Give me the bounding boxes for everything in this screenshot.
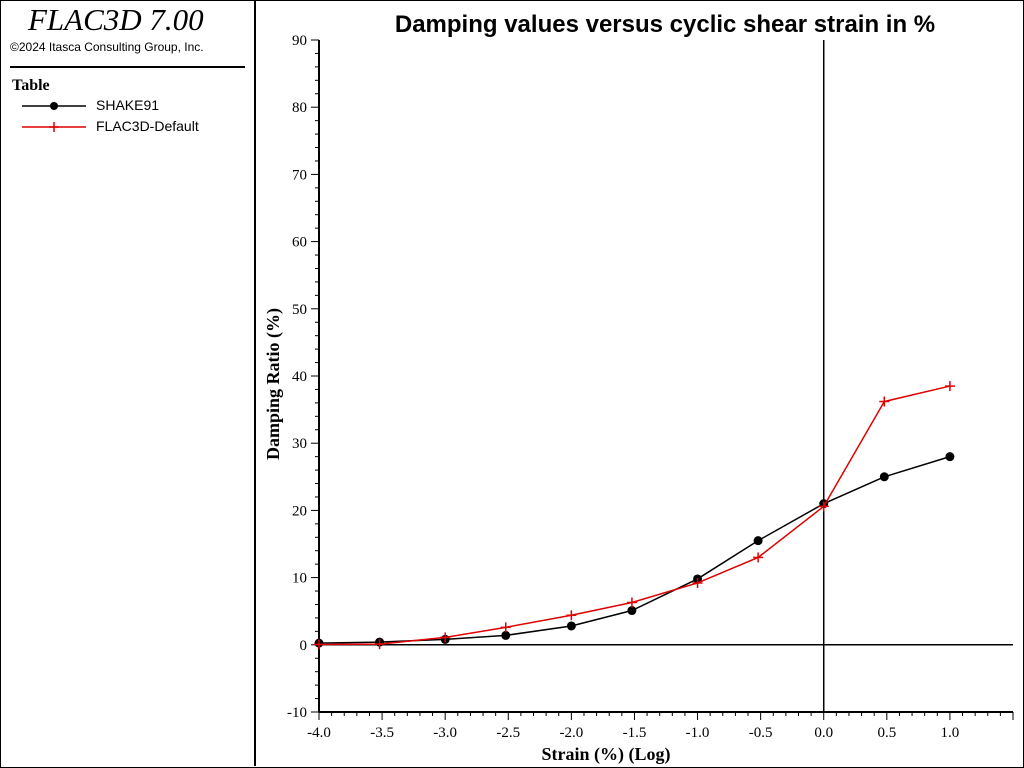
legend-panel: FLAC3D 7.00 ©2024 Itasca Consulting Grou… — [0, 0, 256, 766]
data-point-flac3d-default — [314, 639, 324, 650]
series-line-shake91 — [318, 455, 951, 644]
y-tick-label: 60 — [292, 235, 307, 251]
x-tick-label: -2.5 — [496, 725, 520, 741]
data-point-shake91 — [501, 630, 511, 640]
y-tick-label: 90 — [292, 33, 307, 49]
y-tick-label: -10 — [287, 705, 307, 721]
x-tick-label: -3.0 — [433, 725, 457, 741]
legend-label-shake91: SHAKE91 — [96, 97, 160, 113]
chart-title: Damping values versus cyclic shear strai… — [395, 11, 935, 38]
x-axis-label: Strain (%) (Log) — [542, 744, 671, 765]
y-tick-label: 50 — [292, 302, 307, 318]
legend-separator — [10, 66, 245, 68]
app-title: FLAC3D 7.00 — [28, 2, 204, 37]
legend-item-flac3d-default: FLAC3D-Default — [22, 118, 252, 136]
x-tick-label: 1.0 — [941, 725, 960, 741]
copyright-text: ©2024 Itasca Consulting Group, Inc. — [10, 40, 204, 54]
data-point-shake91 — [627, 606, 637, 616]
x-tick-label: -1.5 — [623, 725, 647, 741]
data-point-flac3d-default — [753, 552, 764, 563]
x-tick-label: -1.0 — [686, 725, 710, 741]
x-tick-label: 0.0 — [814, 725, 833, 741]
data-point-flac3d-default — [626, 597, 637, 608]
legend-swatch-shake91 — [22, 102, 86, 110]
y-tick-label: 40 — [292, 369, 307, 385]
y-tick-label: 70 — [292, 167, 307, 183]
axes: -10 0 10 20 30 40 50 60 70 80 90 -4.0 -3.5 -3.0 -2.5 -2… — [287, 33, 1014, 741]
series-layer — [314, 381, 955, 650]
legend-item-shake91: SHAKE91 — [22, 97, 252, 115]
data-point-flac3d-default — [879, 396, 890, 407]
x-tick-label: -0.5 — [749, 725, 773, 741]
data-point-shake91 — [945, 452, 955, 462]
y-tick-label: 10 — [292, 571, 307, 587]
x-tick-label: -4.0 — [307, 725, 331, 741]
data-point-shake91 — [566, 621, 576, 631]
chart: Damping values versus cyclic shear strai… — [263, 11, 1014, 765]
data-point-shake91 — [879, 472, 889, 482]
x-tick-label: -3.5 — [370, 725, 394, 741]
y-tick-label: 30 — [292, 436, 307, 452]
y-axis-label: Damping Ratio (%) — [263, 308, 284, 460]
legend-swatch-flac3d-default — [22, 122, 86, 132]
x-tick-label: 0.5 — [877, 725, 896, 741]
data-point-flac3d-default — [692, 577, 703, 588]
x-tick-label: -2.0 — [559, 725, 583, 741]
y-tick-label: 20 — [292, 503, 307, 519]
data-point-flac3d-default — [818, 501, 829, 512]
data-point-flac3d-default — [440, 632, 451, 643]
series-line-flac3d-default — [318, 385, 951, 646]
y-tick-label: 80 — [292, 100, 307, 116]
data-point-flac3d-default — [500, 622, 511, 633]
legend-label-flac3d-default: FLAC3D-Default — [96, 118, 199, 134]
data-point-flac3d-default — [944, 381, 955, 392]
data-point-flac3d-default — [566, 610, 577, 621]
y-tick-label: 0 — [300, 638, 308, 654]
data-point-flac3d-default — [374, 639, 385, 650]
legend-heading: Table — [12, 77, 50, 94]
data-point-shake91 — [753, 536, 763, 546]
